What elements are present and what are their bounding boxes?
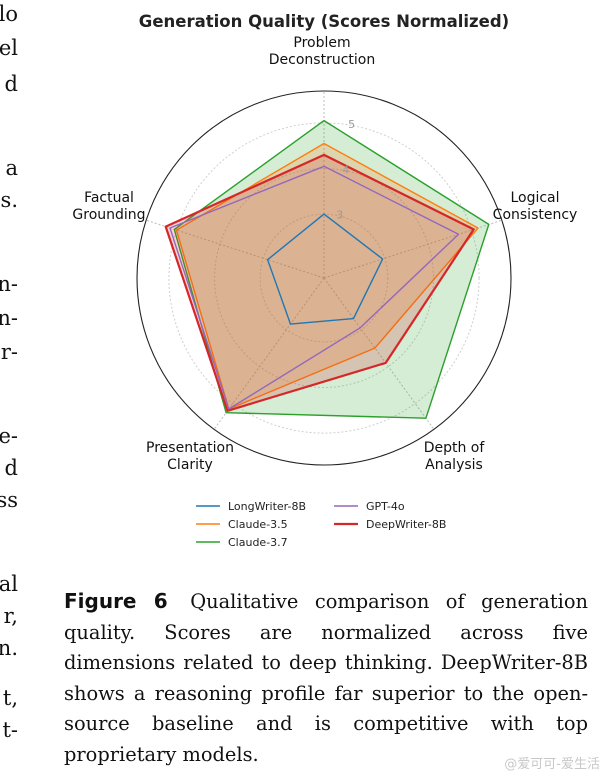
legend-label: Claude-3.7: [228, 536, 288, 549]
radar-series: [164, 119, 490, 419]
left-fragment: e-: [0, 424, 18, 448]
series-deepwriter-8b: [164, 153, 475, 412]
left-fragment: r-: [0, 340, 18, 364]
outer-frame-circle: [136, 90, 512, 466]
left-fragment: n.: [0, 636, 18, 660]
left-fragment: s.: [0, 188, 18, 212]
legend-item-longwriter-8b: LongWriter-8B: [196, 500, 306, 513]
left-fragment: d: [4, 72, 18, 96]
left-fragment: n-: [0, 306, 18, 330]
radar-axis-labels: Problem Deconstruction Logical Consistency D…: [72, 35, 577, 473]
radar-tick-labels: 3 4 5: [336, 118, 355, 221]
grid-spoke: [323, 219, 503, 279]
watermark: @爱可可-爱生活: [504, 757, 600, 772]
left-fragment: n-: [0, 272, 18, 296]
left-fragment: t,: [2, 686, 18, 710]
axis-label-logical-consistency: Logical Consistency: [493, 190, 578, 223]
axis-label-presentation-clarity: Presentation Clarity: [146, 440, 234, 473]
left-fragment: t-: [2, 718, 18, 742]
chart-legend: LongWriter-8B Claude-3.5 Claude-3.7 GPT-4o D…: [196, 500, 446, 549]
left-fragment: a: [5, 156, 18, 180]
left-column-text-fragments: lo el d a s. n- n- r- e- d ss al r, n. t…: [0, 0, 22, 776]
radar-chart: Generation Quality (Scores Normalized) 3…: [72, 12, 577, 549]
figure-label: Figure 6: [64, 589, 168, 613]
figure-caption: Figure 6 Qualitative comparison of gener…: [64, 586, 588, 770]
left-fragment: r,: [3, 604, 18, 628]
axis-label-problem-deconstruction: Problem Deconstruction: [269, 35, 375, 68]
left-fragment: al: [0, 572, 18, 596]
legend-item-claude-3-5: Claude-3.5: [196, 518, 288, 531]
grid-spoke: [213, 277, 325, 430]
legend-label: DeepWriter-8B: [366, 518, 446, 531]
series-gpt-4o: [169, 165, 460, 410]
series-longwriter-8b: [266, 213, 384, 325]
legend-item-gpt-4o: GPT-4o: [334, 500, 405, 513]
left-fragment: lo: [0, 2, 18, 26]
grid-circle: [214, 168, 434, 388]
legend-label: Claude-3.5: [228, 518, 288, 531]
legend-item-claude-3-7: Claude-3.7: [196, 536, 288, 549]
legend-label: LongWriter-8B: [228, 500, 306, 513]
caption-text: Qualitative comparison of generation qua…: [64, 590, 588, 766]
radar-grid: [136, 90, 512, 466]
axis-label-factual-grounding: Factual Grounding: [72, 190, 145, 223]
left-fragment: ss: [0, 488, 18, 512]
r-tick-label: 3: [336, 209, 343, 222]
chart-title: Generation Quality (Scores Normalized): [139, 12, 509, 31]
grid-spoke: [323, 277, 435, 430]
legend-label: GPT-4o: [366, 500, 405, 513]
r-tick-label: 4: [342, 163, 349, 176]
r-tick-label: 5: [348, 118, 355, 131]
left-fragment: d: [4, 456, 18, 480]
grid-spoke: [145, 219, 325, 279]
left-fragment: el: [0, 36, 18, 60]
grid-circle: [168, 122, 480, 434]
legend-item-deepwriter-8b: DeepWriter-8B: [334, 518, 446, 531]
axis-label-depth-of-analysis: Depth of Analysis: [424, 440, 486, 473]
